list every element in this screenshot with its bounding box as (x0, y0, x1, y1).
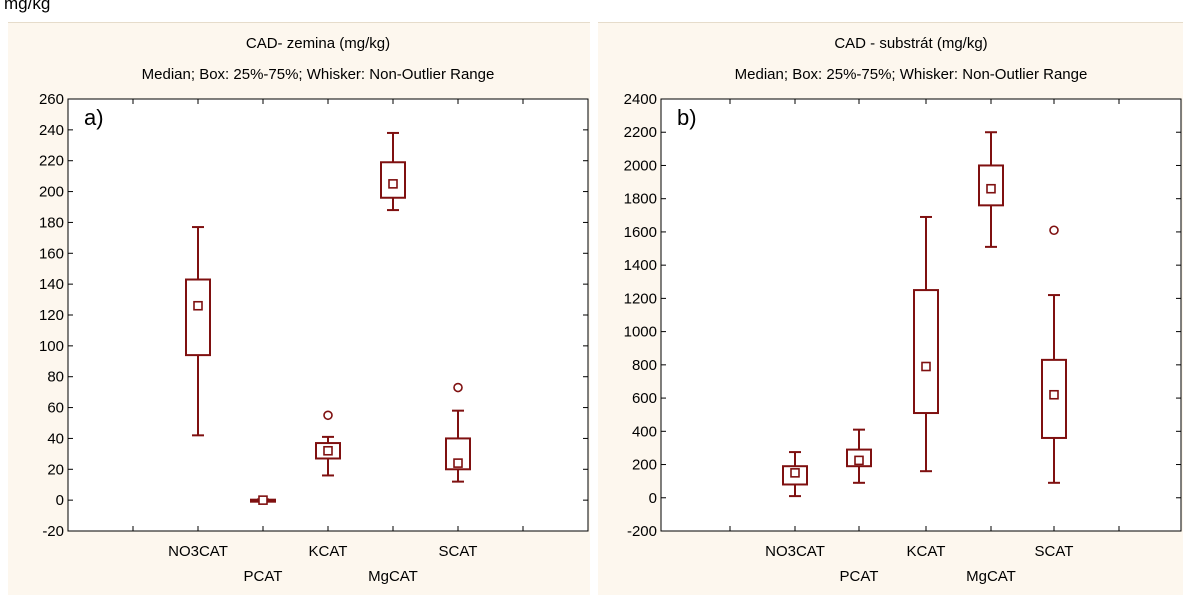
chart-b-ytick-label: 2200 (624, 124, 657, 141)
chart-b-ytick-label: 400 (632, 423, 657, 440)
median-marker (258, 495, 268, 505)
chart-b-svg: CAD - substrát (mg/kg) Median; Box: 25%-7… (624, 35, 1182, 585)
iqr-box (185, 278, 211, 357)
chart-a-subtitle: Median; Box: 25%-75%; Whisker: Non-Outli… (142, 66, 495, 83)
chart-a-ytick-label: 160 (39, 245, 64, 262)
chart-b-ytick-label: 1400 (624, 257, 657, 274)
outlier-point (323, 410, 333, 421)
chart-a-ytick-label: 100 (39, 338, 64, 355)
chart-a-ytick-label: 240 (39, 122, 64, 139)
median-marker (921, 361, 931, 372)
chart-a-ytick-label: 40 (47, 430, 64, 447)
chart-b-ytick-label: 2400 (624, 91, 657, 108)
chart-a-ytick-label: 80 (47, 369, 64, 386)
chart-b-title: CAD - substrát (mg/kg) (834, 35, 987, 52)
iqr-box (380, 161, 406, 199)
chart-b-ytick-label: 1600 (624, 224, 657, 241)
chart-a-ytick-label: 260 (39, 91, 64, 108)
median-marker (790, 468, 800, 478)
chart-a-category-label: PCAT (244, 568, 283, 585)
chart-a-box-pcat (250, 495, 276, 505)
median-marker (388, 179, 398, 189)
chart-b-category-label: NO3CAT (765, 543, 825, 560)
chart-b-box-kcat (913, 215, 939, 473)
chart-b-box-scat (1041, 225, 1067, 484)
chart-b-ytick-label: -200 (627, 523, 657, 540)
median-marker (323, 445, 333, 456)
chart-b-plot-area (660, 98, 1182, 532)
chart-b-box-pcat (846, 428, 872, 484)
chart-a-category-label: MgCAT (368, 568, 418, 585)
chart-a-ytick-label: 220 (39, 153, 64, 170)
chart-a-ytick-label: 20 (47, 461, 64, 478)
chart-b-category-label: PCAT (840, 568, 879, 585)
chart-a-svg: CAD- zemina (mg/kg) Median; Box: 25%-75%;… (39, 35, 589, 585)
chart-panel-a: CAD- zemina (mg/kg) Median; Box: 25%-75%;… (8, 22, 590, 595)
iqr-box (782, 465, 808, 486)
chart-a-ytick-label: 120 (39, 307, 64, 324)
chart-a-box-kcat (315, 410, 341, 477)
chart-a-box-mgcat (380, 131, 406, 212)
chart-b-category-label: KCAT (907, 543, 946, 560)
chart-a-box-scat (445, 382, 471, 483)
median-marker (1049, 389, 1059, 400)
page-caption: mg/kg (4, 0, 51, 13)
chart-a-category-label: NO3CAT (168, 543, 228, 560)
chart-b-box-mgcat (978, 131, 1004, 248)
chart-a-ytick-label: -20 (42, 523, 64, 540)
chart-b-ytick-label: 2000 (624, 157, 657, 174)
chart-a-box-no3cat (185, 226, 211, 437)
chart-b-box-no3cat (782, 451, 808, 498)
chart-a-ytick-label: 0 (56, 492, 64, 509)
chart-a-ytick-label: 60 (47, 400, 64, 417)
median-marker (453, 458, 463, 468)
chart-b-ytick-label: 1000 (624, 324, 657, 341)
iqr-box (978, 164, 1004, 207)
median-marker (854, 455, 864, 466)
median-marker (986, 183, 996, 194)
iqr-box (846, 448, 872, 468)
chart-b-ytick-label: 0 (649, 490, 657, 507)
chart-a-panel-label: a) (84, 105, 104, 130)
chart-b-subtitle: Median; Box: 25%-75%; Whisker: Non-Outli… (735, 66, 1088, 83)
chart-a-ytick-label: 200 (39, 184, 64, 201)
chart-b-ytick-label: 200 (632, 457, 657, 474)
iqr-box (1041, 358, 1067, 439)
outlier-point (1049, 225, 1059, 236)
iqr-box (445, 437, 471, 471)
iqr-box (913, 289, 939, 415)
chart-b-ytick-label: 600 (632, 390, 657, 407)
chart-a-title: CAD- zemina (mg/kg) (246, 35, 390, 52)
chart-b-ytick-label: 1200 (624, 290, 657, 307)
chart-b-ytick-label: 800 (632, 357, 657, 374)
chart-b-category-label: MgCAT (966, 568, 1016, 585)
chart-a-category-label: SCAT (439, 543, 478, 560)
chart-b-ytick-label: 1800 (624, 191, 657, 208)
chart-b-panel-label: b) (677, 105, 697, 130)
chart-a-ytick-label: 140 (39, 276, 64, 293)
iqr-box (315, 442, 341, 460)
chart-panel-b: CAD - substrát (mg/kg) Median; Box: 25%-7… (598, 22, 1183, 595)
chart-a-ytick-label: 180 (39, 214, 64, 231)
outlier-point (453, 382, 463, 393)
chart-a-category-label: KCAT (309, 543, 348, 560)
median-marker (193, 300, 203, 311)
chart-b-category-label: SCAT (1035, 543, 1074, 560)
